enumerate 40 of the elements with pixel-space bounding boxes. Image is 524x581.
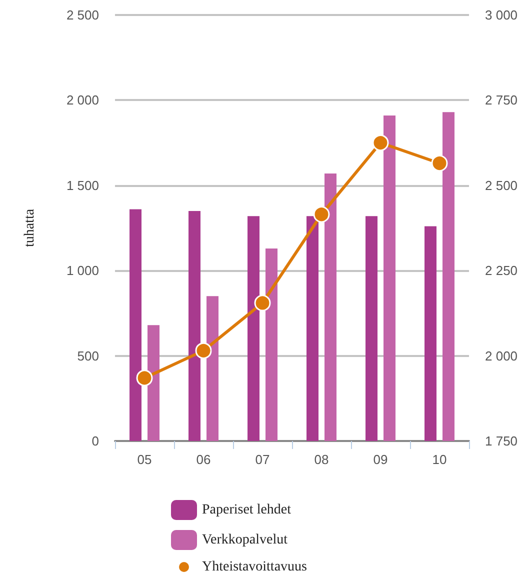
x-tick-label: 05 bbox=[137, 452, 152, 467]
point bbox=[431, 155, 448, 172]
y-axis-title: tuhatta bbox=[22, 208, 38, 248]
x-tick-label: 09 bbox=[373, 452, 388, 467]
y-tick-label: 2 000 bbox=[66, 92, 99, 108]
bar bbox=[306, 216, 318, 441]
legend-label: Yhteistavoittavuus bbox=[202, 560, 307, 574]
bar bbox=[188, 210, 200, 441]
legend-label: Paperiset lehdet bbox=[202, 502, 292, 518]
y2-tick-label: 2 500 bbox=[485, 178, 518, 193]
x-tick-label: 06 bbox=[196, 452, 211, 467]
bar bbox=[324, 173, 336, 441]
bar bbox=[424, 226, 436, 441]
point bbox=[195, 342, 212, 359]
point bbox=[313, 206, 330, 223]
y-tick-label: 0 bbox=[92, 434, 99, 448]
point bbox=[372, 134, 389, 152]
legend-label: Verkkopalvelut bbox=[202, 532, 288, 548]
bar bbox=[384, 116, 396, 441]
bar bbox=[130, 209, 142, 441]
bar bbox=[442, 112, 454, 441]
y-tick-label: 1 000 bbox=[66, 263, 99, 278]
y2-tick-label: 2 750 bbox=[485, 92, 518, 108]
x-tick-label: 10 bbox=[432, 452, 447, 467]
y2-tick-label: 3 000 bbox=[485, 8, 518, 22]
x-tick-label: 08 bbox=[314, 452, 329, 467]
bar bbox=[366, 216, 378, 441]
y-tick-label: 2 500 bbox=[66, 8, 99, 22]
bar bbox=[148, 325, 160, 441]
bar bbox=[266, 248, 278, 441]
y-tick-label: 500 bbox=[77, 348, 99, 364]
y-tick-label: 1 500 bbox=[66, 178, 99, 193]
y2-tick-label: 2 250 bbox=[485, 263, 518, 278]
y2-tick-label: 1 750 bbox=[485, 434, 518, 448]
x-tick-label: 07 bbox=[255, 452, 270, 467]
point bbox=[254, 294, 271, 312]
y2-tick-label: 2 000 bbox=[485, 348, 518, 364]
bar bbox=[248, 216, 260, 441]
point bbox=[136, 370, 153, 386]
bar bbox=[206, 296, 218, 441]
